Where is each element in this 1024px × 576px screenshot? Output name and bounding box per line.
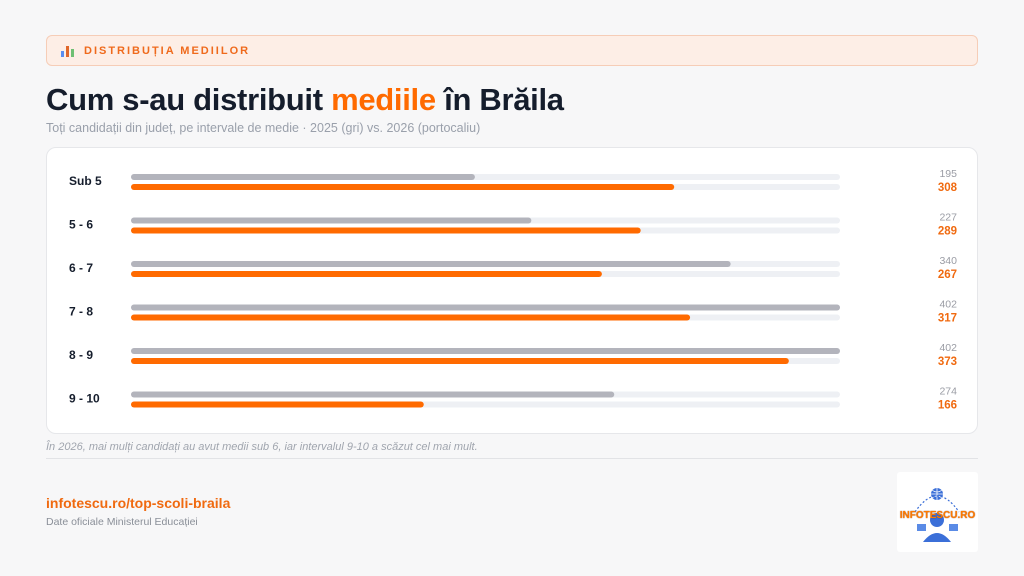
value-label-2025: 340	[939, 255, 957, 267]
bar-2025-6-7	[131, 261, 731, 267]
site-logo[interactable]: INFOTESCU.RO	[897, 472, 978, 552]
bar-2025-9-10	[131, 391, 615, 398]
value-label-2026: 166	[938, 400, 957, 412]
value-label-2025: 274	[939, 386, 957, 398]
bar-2026-8-9	[131, 358, 789, 364]
logo-text: INFOTESCU.RO	[899, 510, 976, 521]
footer-divider	[46, 458, 978, 459]
chart-card: Sub 5 195 308 5 - 6 227 289 6 - 7 340 267 7 - 8 40…	[46, 147, 978, 434]
chart-subtitle: Toți candidații din județ, pe intervale …	[46, 121, 481, 135]
footer-source: Date oficiale Ministerul Educației	[46, 516, 198, 528]
bar-2025-sub5	[131, 174, 475, 180]
value-label-2026: 289	[938, 226, 957, 238]
value-label-2025: 195	[939, 168, 957, 180]
bar-2025-7-8	[131, 304, 840, 311]
value-label-2025: 402	[939, 342, 957, 354]
distribution-chart: Sub 5 195 308 5 - 6 227 289 6 - 7 340 267 7 - 8 40…	[69, 168, 958, 412]
value-label-2026: 373	[938, 356, 957, 368]
title-part2: în Brăila	[435, 82, 564, 117]
value-label-2025: 227	[939, 212, 957, 224]
bar-chart-icon	[61, 45, 75, 57]
page-title: Cum s-au distribuit mediile în Brăila	[46, 82, 564, 118]
category-label: Sub 5	[69, 174, 102, 188]
bar-2026-7-8	[131, 314, 691, 321]
title-part1: Cum s-au distribuit	[46, 82, 332, 117]
title-accent: mediile	[331, 82, 436, 117]
value-label-2025: 402	[939, 299, 957, 311]
category-label: 6 - 7	[69, 261, 93, 275]
footer-link[interactable]: infotescu.ro/top-scoli-braila	[46, 495, 231, 511]
bar-2026-sub5	[131, 184, 675, 190]
bar-2025-5-6	[131, 217, 532, 224]
bar-2026-5-6	[131, 227, 641, 234]
value-label-2026: 308	[938, 182, 958, 194]
bar-2026-6-7	[131, 271, 602, 277]
logo-graphic-icon	[914, 488, 960, 542]
section-tag-label: DISTRIBUȚIA MEDIILOR	[84, 44, 251, 57]
bar-2025-8-9	[131, 348, 840, 354]
section-tag: DISTRIBUȚIA MEDIILOR	[46, 35, 978, 66]
category-label: 5 - 6	[69, 218, 93, 232]
bar-2026-9-10	[131, 401, 424, 408]
category-label: 9 - 10	[69, 392, 100, 406]
chart-note: În 2026, mai mulți candidați au avut med…	[46, 441, 478, 453]
category-label: 8 - 9	[69, 348, 93, 362]
category-label: 7 - 8	[69, 305, 93, 319]
value-label-2026: 317	[938, 313, 957, 325]
value-label-2026: 267	[938, 269, 957, 281]
